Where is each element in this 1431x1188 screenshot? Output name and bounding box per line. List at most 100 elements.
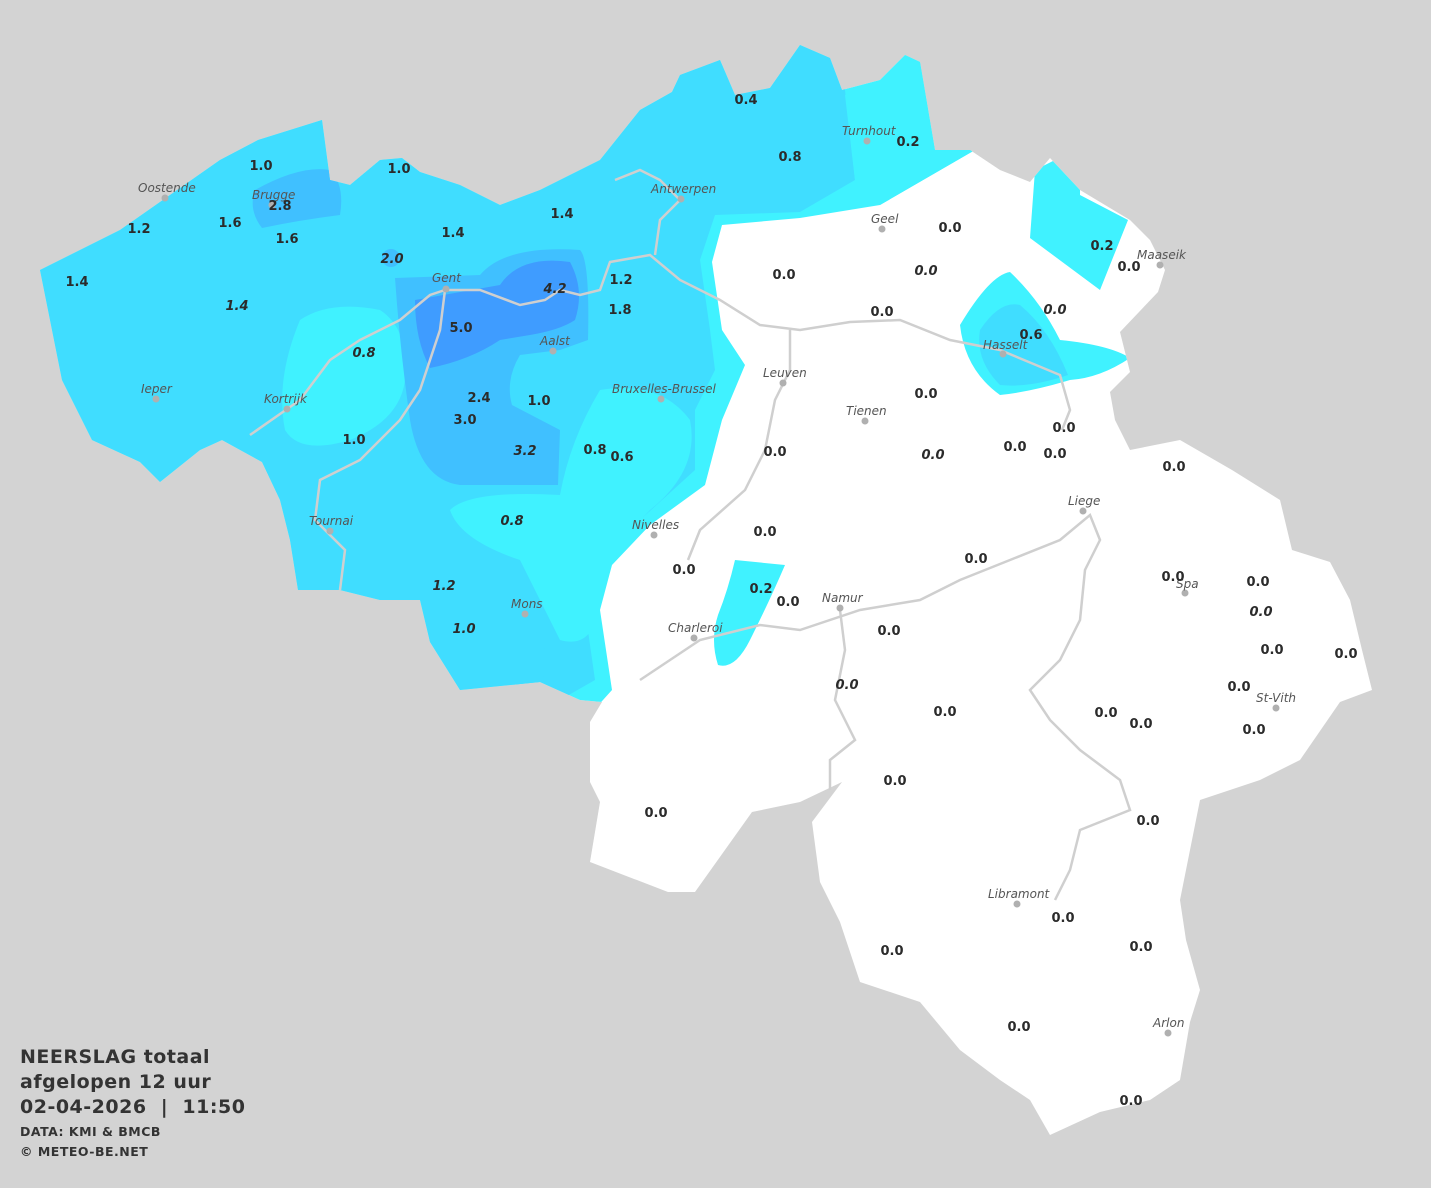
city-dot [779, 379, 787, 387]
precip-value: 0.0 [763, 445, 786, 460]
precip-value: 0.8 [500, 514, 523, 529]
precip-patch-2-3-small [382, 249, 400, 267]
precip-value: 0.2 [1090, 239, 1113, 254]
city-dot [861, 417, 869, 425]
precip-value: 0.0 [914, 387, 937, 402]
rivers [249, 168, 1132, 901]
precip-value: 0.0 [835, 678, 858, 693]
river [249, 253, 1072, 437]
map-legend: NEERSLAG totaal afgelopen 12 uur 02-04-2… [20, 1045, 245, 1162]
precip-patch-4-5-gent-aalst [415, 260, 579, 368]
precip-value: 1.0 [527, 394, 550, 409]
city-dot [1156, 261, 1164, 269]
precip-value: 0.0 [921, 448, 944, 463]
city-label: Charleroi [668, 621, 723, 635]
city-dot [1272, 704, 1280, 712]
legend-source: DATA: KMI & BMCB [20, 1124, 161, 1139]
precip-value: 0.0 [753, 525, 776, 540]
precip-value: 5.0 [449, 321, 472, 336]
precip-value: 0.8 [778, 150, 801, 165]
precip-value: 0.2 [896, 135, 919, 150]
precip-value: 1.2 [609, 273, 632, 288]
precip-value: 1.6 [218, 216, 241, 231]
city-label: Hasselt [983, 338, 1029, 352]
measurement-values: 0.4 0.8 0.2 1.0 1.0 2.8 1.2 1.6 1.6 1.4 1.4 1.4 1.4 2… [65, 93, 1357, 1109]
precip-value: 0.8 [583, 443, 606, 458]
city-label: Oostende [138, 181, 196, 195]
city-dot [878, 225, 886, 233]
precip-value: 1.0 [387, 162, 410, 177]
city-dot [521, 610, 529, 618]
precip-value: 0.0 [1043, 447, 1066, 462]
precip-value: 0.0 [933, 705, 956, 720]
precip-value: 0.0 [938, 221, 961, 236]
river [686, 330, 792, 561]
precip-value: 1.2 [127, 222, 150, 237]
precip-value: 0.0 [1162, 460, 1185, 475]
precip-value: 1.2 [432, 579, 455, 594]
city-label: Bruxelles-Brussel [612, 382, 717, 396]
city-label: Leuven [763, 366, 807, 380]
precip-value: 0.0 [1227, 680, 1250, 695]
river [614, 168, 682, 256]
precip-value: 0.0 [672, 563, 695, 578]
precip-value: 1.0 [342, 433, 365, 448]
city-label: Tienen [846, 404, 887, 418]
city-label: Nivelles [632, 518, 679, 532]
city-label: Libramont [988, 887, 1051, 901]
precip-value: 2.4 [467, 391, 490, 406]
precip-value: 1.8 [608, 303, 631, 318]
precip-value: 0.0 [870, 305, 893, 320]
city-dot [549, 347, 557, 355]
precip-patch-mons [497, 610, 548, 690]
precip-value: 1.4 [441, 226, 464, 241]
precip-value: 0.0 [1003, 440, 1026, 455]
precip-patch-charleroi [714, 560, 785, 666]
city-label: Tournai [309, 514, 354, 528]
precip-patch-2-3-brugge [252, 169, 342, 228]
city-dot [657, 395, 665, 403]
city-dot [1181, 589, 1189, 597]
river [313, 289, 447, 591]
precip-value: 0.0 [776, 595, 799, 610]
precip-value: 0.0 [1051, 911, 1074, 926]
river [828, 609, 857, 790]
precip-value: 0.0 [1094, 706, 1117, 721]
precip-value: 0.4 [734, 93, 757, 108]
precip-value: 0.0 [1129, 717, 1152, 732]
precip-value: 0.8 [352, 346, 375, 361]
city-label: Aalst [539, 334, 571, 348]
precip-value: 0.0 [1007, 1020, 1030, 1035]
precip-value: 0.0 [1249, 605, 1272, 620]
precip-value: 0.0 [1260, 643, 1283, 658]
city-dot [690, 634, 698, 642]
city-label: Maaseik [1137, 248, 1187, 262]
precip-value: 0.0 [880, 944, 903, 959]
precip-value: 0.0 [877, 624, 900, 639]
precip-patch-kortrijk [282, 306, 406, 446]
city-dot [1079, 507, 1087, 515]
city-dot [836, 604, 844, 612]
precip-value: 0.0 [1334, 647, 1357, 662]
city-dot [650, 531, 658, 539]
city-dot [326, 527, 334, 535]
precip-patch-maaseik [1030, 160, 1128, 290]
city-label: Liege [1068, 494, 1100, 508]
precip-patch-turnhout [845, 55, 975, 205]
city-label: St-Vith [1256, 691, 1296, 705]
precip-value: 0.0 [772, 268, 795, 283]
precip-value: 0.0 [1136, 814, 1159, 829]
city-label: Arlon [1152, 1016, 1184, 1030]
precip-patch-hasselt-inner [979, 304, 1068, 386]
city-dot [442, 285, 450, 293]
city-label: Mons [511, 597, 543, 611]
city-dot [1013, 900, 1021, 908]
precip-value: 0.0 [1117, 260, 1140, 275]
precip-value: 1.4 [65, 275, 88, 290]
legend-datetime: 02-04-2026 | 11:50 [20, 1096, 246, 1118]
precip-patch-brussel [450, 388, 692, 642]
river [639, 512, 1132, 901]
precip-value: 0.0 [1246, 575, 1269, 590]
city-dot [999, 350, 1007, 358]
city-dot [283, 405, 291, 413]
